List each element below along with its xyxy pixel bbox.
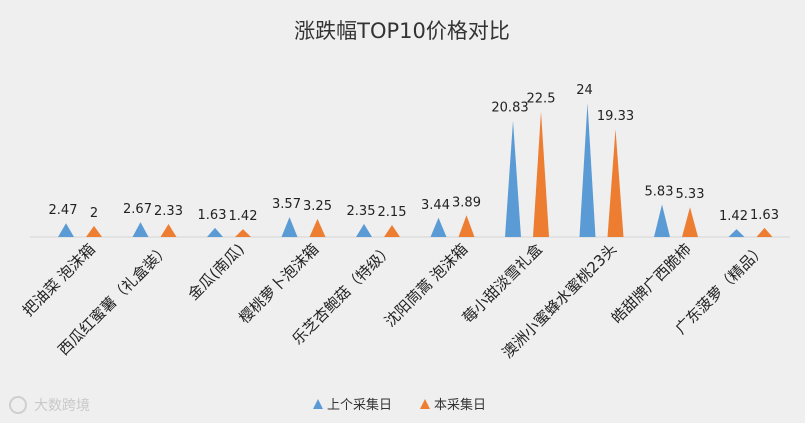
legend-item-series-0[interactable]: 上个采集日 [313, 397, 392, 413]
bar-series-1-6 [533, 111, 549, 237]
bar-series-1-8 [682, 207, 698, 237]
watermark-logo-icon [9, 396, 27, 414]
data-label-series-1-3: 3.25 [303, 199, 332, 214]
legend-item-series-1[interactable]: 本采集日 [420, 397, 486, 413]
bar-series-1-9 [756, 227, 773, 237]
bar-series-0-5 [430, 217, 447, 237]
legend: 上个采集日 本采集日 [313, 397, 486, 413]
data-label-series-0-8: 5.83 [645, 184, 674, 199]
watermark: 大数跨境 [9, 396, 90, 414]
data-label-series-0-0: 2.47 [49, 203, 78, 218]
legend-marker-series-0 [313, 399, 323, 409]
bar-marks: 2.47 2 2.67 2.33 1.63 1.423.57 3.25 2.35 2.15 3.4… [49, 83, 779, 237]
data-label-series-1-6: 22.5 [527, 91, 556, 106]
data-label-series-1-0: 2 [90, 206, 98, 221]
bar-series-0-7 [579, 103, 596, 237]
data-label-series-0-7: 24 [576, 83, 593, 98]
legend-marker-series-1 [420, 399, 430, 409]
data-label-series-1-9: 1.63 [750, 208, 779, 223]
data-label-series-1-2: 1.42 [229, 209, 258, 224]
bar-series-1-2 [235, 229, 251, 237]
bar-series-1-0 [86, 225, 102, 237]
x-tick-label-0: 把油菜 泡沫箱 [19, 240, 99, 320]
x-tick-label-2: 金瓜(南瓜) [184, 240, 247, 303]
bar-series-0-3 [281, 217, 298, 237]
bar-series-0-6 [505, 120, 521, 237]
data-label-series-0-9: 1.42 [719, 209, 748, 224]
bar-series-0-2 [207, 227, 223, 237]
data-label-series-1-5: 3.89 [452, 195, 481, 210]
data-label-series-1-1: 2.33 [154, 204, 183, 219]
watermark-text: 大数跨境 [34, 398, 90, 414]
data-label-series-0-2: 1.63 [198, 208, 227, 223]
bar-series-0-4 [356, 223, 372, 237]
data-label-series-1-7: 19.33 [597, 109, 634, 124]
legend-label-series-1: 本采集日 [434, 397, 486, 413]
data-label-series-0-1: 2.67 [123, 202, 152, 217]
data-label-series-1-8: 5.33 [676, 187, 705, 202]
data-label-series-0-6: 20.83 [491, 101, 528, 116]
bar-series-0-8 [654, 204, 670, 237]
data-label-series-0-4: 2.35 [347, 204, 376, 219]
bar-series-1-3 [309, 218, 326, 237]
data-label-series-0-3: 3.57 [272, 197, 301, 212]
legend-label-series-0: 上个采集日 [327, 397, 392, 413]
chart-title: 涨跌幅TOP10价格对比 [294, 19, 510, 43]
data-label-series-0-5: 3.44 [421, 198, 450, 213]
bar-series-0-1 [132, 222, 149, 237]
bar-series-1-5 [458, 215, 475, 237]
data-label-series-1-4: 2.15 [378, 205, 407, 220]
bar-series-1-4 [384, 224, 400, 237]
bar-series-1-1 [160, 223, 177, 237]
bar-series-0-9 [728, 229, 745, 237]
bar-series-0-0 [58, 223, 74, 237]
bar-series-1-7 [607, 129, 624, 237]
